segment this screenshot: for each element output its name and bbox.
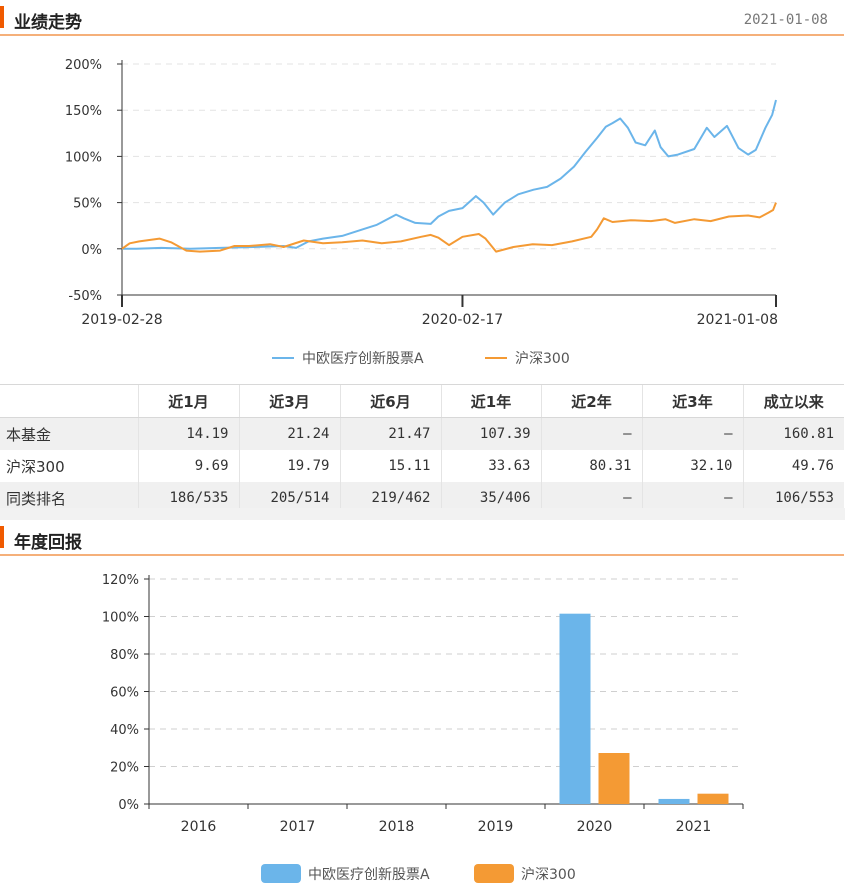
table-cell: –: [641, 417, 743, 450]
table-cell: 80.31: [540, 450, 642, 482]
performance-date: 2021-01-08: [743, 12, 828, 28]
table-cell: 21.47: [339, 417, 441, 450]
table-header-cell: 近1月: [137, 384, 239, 418]
annual-return-header: 年度回报: [0, 520, 844, 556]
legend-swatch: [474, 864, 514, 883]
table-cell: 19.79: [238, 450, 340, 482]
row-label: 本基金: [0, 417, 138, 450]
legend-label: 沪深300: [521, 867, 576, 883]
table-cell: 14.19: [137, 417, 239, 450]
returns-table: 近1月 近3月 近6月 近1年 近2年 近3年 成立以来 本基金 14.19 2…: [0, 384, 844, 515]
header-accent-bar: [0, 526, 4, 548]
index-series-line: [121, 202, 777, 253]
y-tick-label: 150%: [65, 104, 102, 119]
table-cell: 21.24: [238, 417, 340, 450]
x-tick-label: 2021-01-08: [697, 312, 778, 328]
performance-line-chart[interactable]: 200% 150% 100% 50% 0% -50% 2019-02-28 2020-02-1…: [0, 36, 845, 382]
x-tick-label: 2018: [379, 819, 415, 835]
table-cell: 32.10: [641, 450, 743, 482]
table-header-cell: 成立以来: [742, 384, 844, 418]
table-header-cell: 近3月: [238, 384, 340, 418]
x-tick-label: 2020-02-17: [422, 312, 503, 328]
y-tick-label: 50%: [73, 197, 102, 212]
y-tick-label: 60%: [110, 686, 139, 701]
fund-series-line: [122, 99, 777, 250]
y-tick-label: 100%: [65, 150, 102, 165]
x-tick-label: 2017: [280, 819, 316, 835]
y-tick-label: 100%: [102, 611, 139, 626]
table-cell: 9.69: [137, 450, 239, 482]
annual-return-title: 年度回报: [14, 533, 82, 553]
table-row: 沪深300 9.69 19.79 15.11 33.63 80.31 32.10…: [0, 450, 844, 482]
performance-title: 业绩走势: [14, 13, 82, 33]
annual-return-bar-chart[interactable]: 120% 100% 80% 60% 40% 20% 0% 2016 2017 2018 2019 20…: [0, 556, 845, 895]
table-header-cell: 近3年: [641, 384, 743, 418]
y-tick-label: -50%: [68, 289, 102, 304]
y-tick-label: 200%: [65, 58, 102, 73]
table-cell: –: [540, 417, 642, 450]
fund-bar: [559, 613, 591, 804]
table-row: 本基金 14.19 21.24 21.47 107.39 – – 160.81: [0, 417, 844, 450]
header-accent-bar: [0, 6, 4, 28]
section-divider: [0, 508, 845, 520]
index-bar: [598, 753, 630, 804]
legend-swatch: [261, 864, 301, 883]
table-header-cell: 近6月: [339, 384, 441, 418]
legend-label: 中欧医疗创新股票A: [302, 351, 424, 367]
y-tick-label: 20%: [110, 761, 139, 776]
row-label: 沪深300: [6, 457, 65, 476]
y-tick-label: 120%: [102, 573, 139, 588]
performance-header: 业绩走势 2021-01-08: [0, 0, 844, 36]
table-cell: 33.63: [440, 450, 541, 482]
y-tick-label: 80%: [110, 648, 139, 663]
table-cell: 160.81: [742, 417, 844, 450]
x-tick-label: 2020: [577, 819, 613, 835]
x-tick-label: 2019: [478, 819, 514, 835]
table-header-cell: 近2年: [540, 384, 642, 418]
table-header-row: 近1月 近3月 近6月 近1年 近2年 近3年 成立以来: [0, 384, 844, 418]
table-header-cell: [0, 384, 138, 418]
x-tick-label: 2016: [181, 819, 217, 835]
legend-label: 沪深300: [515, 351, 570, 367]
index-bar: [697, 793, 729, 804]
table-header-cell: 近1年: [440, 384, 541, 418]
y-tick-label: 40%: [110, 723, 139, 738]
table-cell: 107.39: [440, 417, 541, 450]
y-tick-label: 0%: [118, 798, 139, 813]
performance-panel: 业绩走势 2021-01-08 200% 150% 100% 50% 0% -50% 201…: [0, 0, 844, 384]
fund-bar: [658, 798, 690, 804]
legend-label: 中欧医疗创新股票A: [308, 867, 430, 883]
table-cell: 15.11: [339, 450, 441, 482]
y-tick-label: 0%: [81, 243, 102, 258]
x-tick-label: 2019-02-28: [81, 312, 162, 328]
annual-return-panel: 年度回报 120% 100% 80% 60% 40% 20% 0% 2016 2017 2018 2…: [0, 520, 844, 895]
table-cell: 49.76: [742, 450, 844, 482]
x-tick-label: 2021: [676, 819, 712, 835]
